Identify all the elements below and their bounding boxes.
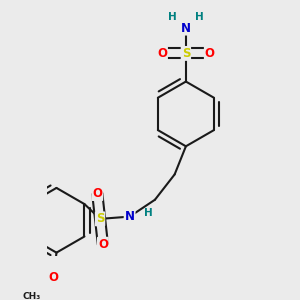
Text: S: S xyxy=(182,47,190,60)
Text: CH₃: CH₃ xyxy=(22,292,41,300)
Text: N: N xyxy=(181,22,191,34)
Text: S: S xyxy=(96,212,104,225)
Text: O: O xyxy=(157,47,167,60)
Text: O: O xyxy=(49,272,58,284)
Text: O: O xyxy=(98,238,108,251)
Text: H: H xyxy=(143,208,152,218)
Text: H: H xyxy=(168,12,177,22)
Text: H: H xyxy=(195,12,204,22)
Text: N: N xyxy=(124,210,135,223)
Text: O: O xyxy=(92,187,102,200)
Text: O: O xyxy=(205,47,215,60)
